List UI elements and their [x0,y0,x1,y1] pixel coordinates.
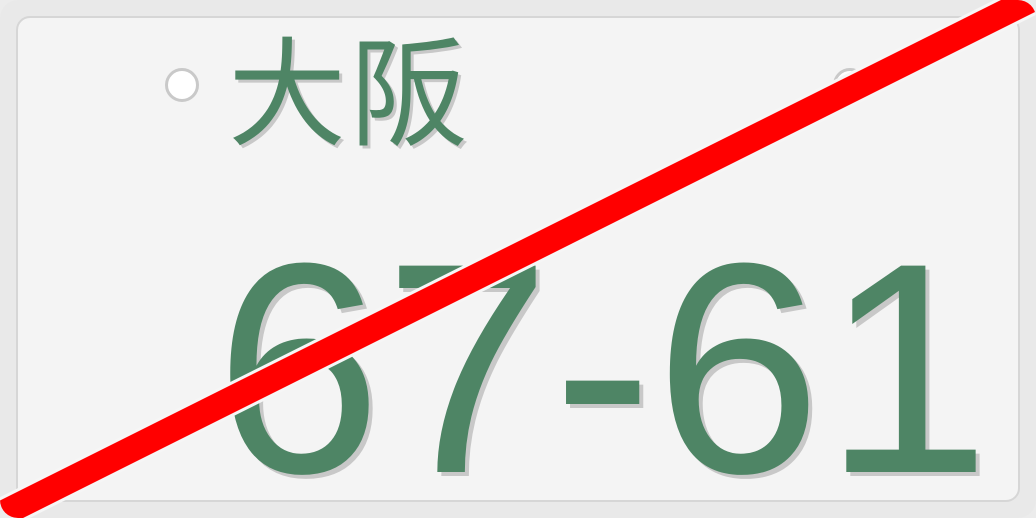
left-bolt-hole-icon [165,68,199,102]
plate-number: 67-61 [215,200,993,518]
plate-region: 大阪 [228,26,473,164]
